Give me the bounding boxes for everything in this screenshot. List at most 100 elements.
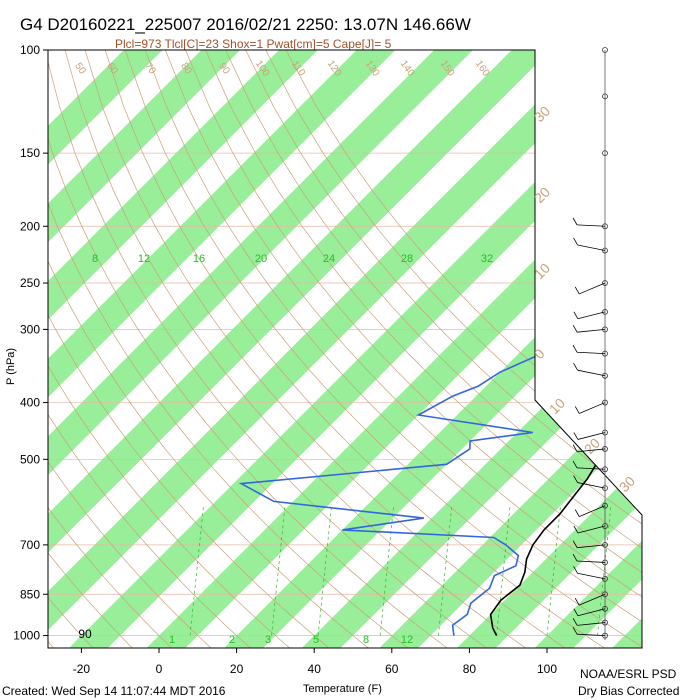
wind-station-circle [602, 372, 608, 379]
dry-adiabat-line [48, 50, 251, 648]
wind-barb-flag [574, 597, 580, 606]
mixing-ratio-line [379, 505, 395, 636]
wind-station-circle [602, 605, 608, 612]
dry-adiabat-line [205, 50, 642, 648]
green-band [48, 50, 473, 648]
y-tick-label: 850 [20, 587, 40, 601]
wind-station-circle [602, 575, 608, 582]
green-band [379, 50, 642, 648]
mixing-ratio-label: 1 [169, 634, 175, 646]
y-tick-label: 250 [20, 276, 40, 290]
chart-title: G4 D20160221_225007 2016/02/21 2250: 13.… [20, 15, 471, 34]
mixing-ratio-line [317, 505, 332, 636]
wind-barb-flag [572, 553, 578, 562]
wind-station-circle [602, 93, 608, 100]
y-axis-ticks: 100 150 200 250 300 400 500 700 850 1000 [13, 43, 48, 643]
wind-station-circle [602, 591, 608, 598]
wind-barb-flag [573, 475, 578, 483]
mixing-ratio-lines [189, 505, 612, 636]
wind-barb-shaft [577, 448, 606, 453]
green-band [48, 50, 318, 648]
wind-station-circle [602, 502, 608, 509]
wind-barb-flag [573, 237, 578, 246]
footer-correction: Dry Bias Corrected [578, 684, 679, 698]
mixing-ratio-line [496, 505, 511, 636]
dry-adiabat-line [124, 50, 642, 648]
wind-station-circle [602, 247, 608, 254]
wind-barb-shaft [577, 622, 606, 626]
wind-barb-flag [572, 540, 578, 548]
dry-adiabat-line [48, 50, 94, 648]
wind-station-circle [602, 150, 608, 157]
dry-adiabat-line [48, 50, 212, 648]
wind-station-circle [602, 399, 608, 406]
wind-station-circle [602, 47, 608, 53]
adiabat-label: 50 [72, 61, 88, 77]
wind-barb-shaft [577, 544, 606, 549]
green-band [48, 50, 629, 648]
wind-barb-column [572, 47, 608, 640]
dry-adiabat-line [48, 50, 172, 648]
wind-barb-shaft [577, 633, 606, 636]
x-tick-label: -20 [73, 662, 91, 676]
wind-barb-shaft [579, 505, 606, 517]
green-band [456, 50, 642, 648]
dry-adiabat-line [48, 50, 133, 648]
wind-barb-shaft [577, 572, 606, 580]
wind-barb-shaft [577, 351, 606, 355]
mixing-ratio-line [546, 505, 561, 636]
bottom-label: 90 [78, 627, 92, 641]
plot-border [47, 49, 643, 649]
y-tick-label: 150 [20, 146, 40, 160]
dry-adiabat-line [48, 50, 290, 648]
dry-adiabat-line [48, 50, 369, 648]
dry-adiabat-line [265, 50, 642, 648]
y-axis-label: P (hPa) [5, 348, 17, 385]
dry-adiabat-line [165, 50, 642, 648]
wind-barb-flag [574, 509, 580, 517]
wind-barb-shaft [577, 432, 606, 440]
wind-barb-flag [573, 432, 579, 440]
wind-barb-flag [573, 525, 579, 534]
y-tick-label: 700 [20, 538, 40, 552]
wind-barb-shaft [577, 311, 606, 320]
skew-label: 10 [546, 395, 568, 417]
wind-barb-shaft [579, 593, 606, 606]
wind-barb-flag [572, 618, 578, 626]
wind-barb-flag [573, 311, 579, 319]
wind-station-circle [602, 523, 608, 529]
dry-adiabat-line [84, 50, 566, 648]
mixing-ratio-line [438, 505, 453, 636]
wind-station-circle [602, 429, 608, 436]
x-tick-label: 0 [156, 662, 163, 676]
band-label: 28 [401, 253, 413, 265]
wind-barb-flag [573, 608, 579, 616]
mixing-ratio-label: 5 [313, 634, 319, 646]
wind-barb-flag [572, 217, 578, 226]
x-axis-ticks: -20 0 20 40 60 80 100 [73, 648, 557, 676]
wind-barb-shaft [577, 224, 606, 227]
wind-barb-shaft [577, 560, 606, 563]
wind-barb-shaft [577, 525, 606, 534]
wind-barb-flag [574, 406, 580, 414]
y-tick-label: 400 [20, 396, 40, 410]
y-tick-label: 300 [20, 322, 40, 336]
wind-station-circle [602, 308, 608, 315]
mixing-ratio-line [271, 505, 286, 636]
dry-adiabat-line [144, 50, 642, 648]
x-tick-label: 20 [230, 662, 244, 676]
wind-barb-shaft [577, 608, 606, 617]
wind-barb-shaft [577, 329, 606, 333]
wind-barb-flag [572, 626, 578, 635]
footer-org: NOAA/ESRL PSD [580, 667, 677, 681]
band-label: 32 [481, 253, 493, 265]
dry-adiabat-line [185, 50, 642, 648]
dry-adiabat-line [48, 50, 487, 648]
x-tick-label: 40 [308, 662, 322, 676]
dry-adiabats [48, 50, 642, 648]
wind-barb-flag [573, 566, 578, 574]
dry-adiabat-line [48, 50, 408, 648]
wind-station-circle [602, 280, 608, 286]
